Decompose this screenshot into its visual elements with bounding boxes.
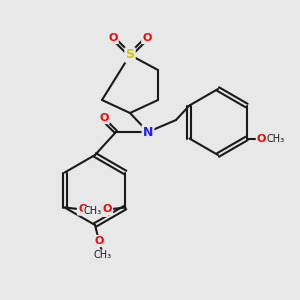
Text: CH₃: CH₃: [83, 206, 101, 217]
Text: O: O: [94, 236, 104, 246]
Text: S: S: [125, 49, 134, 62]
Text: O: O: [142, 33, 152, 43]
Text: O: O: [99, 113, 109, 123]
Text: CH₃: CH₃: [266, 134, 285, 143]
Text: CH₃: CH₃: [94, 250, 112, 260]
Text: O: O: [108, 33, 118, 43]
Text: O: O: [257, 134, 266, 143]
Text: O: O: [78, 205, 87, 214]
Text: O: O: [103, 205, 112, 214]
Text: CH₃: CH₃: [90, 206, 108, 217]
Text: N: N: [143, 125, 153, 139]
